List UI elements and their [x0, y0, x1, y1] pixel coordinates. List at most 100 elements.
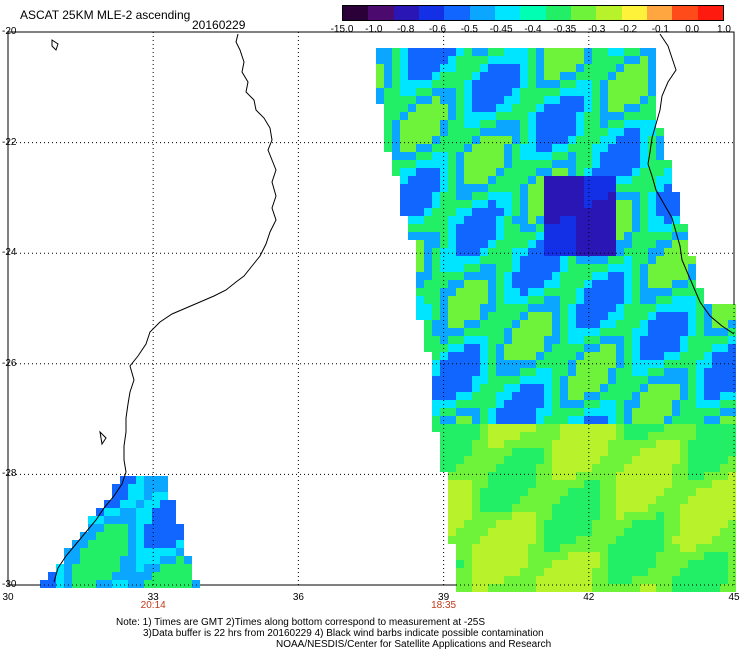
swath-cell — [544, 56, 552, 64]
swath-cell — [632, 128, 640, 136]
swath-cell — [552, 288, 560, 296]
swath-cell — [464, 176, 472, 184]
swath-cell — [592, 584, 600, 592]
swath-cell — [456, 440, 464, 448]
swath-cell — [576, 384, 584, 392]
swath-cell — [536, 176, 544, 184]
swath-cell — [480, 80, 488, 88]
swath-cell — [144, 564, 152, 572]
swath-cell — [712, 488, 720, 496]
swath-cell — [528, 280, 536, 288]
swath-cell — [528, 512, 536, 520]
swath-cell — [672, 584, 680, 592]
swath-cell — [408, 200, 416, 208]
swath-cell — [144, 476, 152, 484]
swath-cell — [592, 576, 600, 584]
swath-cell — [600, 400, 608, 408]
mozambique-coastline — [53, 33, 277, 583]
swath-cell — [488, 464, 496, 472]
swath-cell — [560, 200, 568, 208]
colorbar-tick-label: -0.1 — [651, 24, 669, 35]
swath-cell — [456, 448, 464, 456]
swath-cell — [632, 160, 640, 168]
swath-cell — [528, 56, 536, 64]
swath-cell — [464, 520, 472, 528]
swath-cell — [720, 376, 728, 384]
swath-cell — [600, 440, 608, 448]
swath-cell — [720, 576, 728, 584]
swath-cell — [600, 136, 608, 144]
swath-cell — [648, 48, 656, 56]
swath-cell — [576, 392, 584, 400]
swath-cell — [592, 64, 600, 72]
swath-cell — [464, 320, 472, 328]
swath-cell — [584, 568, 592, 576]
swath-cell — [608, 112, 616, 120]
swath-cell — [512, 64, 520, 72]
swath-cell — [504, 208, 512, 216]
swath-cell — [696, 544, 704, 552]
swath-cell — [584, 64, 592, 72]
swath-cell — [512, 544, 520, 552]
swath-cell — [504, 248, 512, 256]
swath-cell — [168, 540, 176, 548]
swath-cell — [624, 200, 632, 208]
swath-cell — [632, 536, 640, 544]
swath-cell — [544, 392, 552, 400]
swath-cell — [640, 504, 648, 512]
swath-cell — [120, 492, 128, 500]
swath-cell — [624, 120, 632, 128]
swath-cell — [512, 432, 520, 440]
swath-cell — [640, 248, 648, 256]
swath-cell — [504, 112, 512, 120]
swath-cell — [512, 552, 520, 560]
swath-cell — [472, 192, 480, 200]
swath-cell — [568, 304, 576, 312]
swath-cell — [456, 56, 464, 64]
swath-cell — [144, 524, 152, 532]
swath-cell — [648, 192, 656, 200]
swath-cell — [400, 168, 408, 176]
swath-cell — [680, 312, 688, 320]
swath-cell — [552, 272, 560, 280]
swath-cell — [544, 368, 552, 376]
swath-cell — [664, 160, 672, 168]
swath-cell — [448, 336, 456, 344]
swath-cell — [528, 176, 536, 184]
swath-cell — [424, 160, 432, 168]
swath-cell — [608, 200, 616, 208]
swath-cell — [584, 528, 592, 536]
swath-cell — [664, 560, 672, 568]
swath-cell — [512, 424, 520, 432]
swath-cell — [712, 392, 720, 400]
swath-cell — [560, 96, 568, 104]
swath-cell — [632, 544, 640, 552]
swath-cell — [608, 216, 616, 224]
swath-cell — [568, 488, 576, 496]
swath-cell — [168, 572, 176, 580]
swath-cell — [104, 548, 112, 556]
swath-cell — [456, 80, 464, 88]
swath-cell — [384, 56, 392, 64]
swath-cell — [576, 568, 584, 576]
swath-cell — [504, 336, 512, 344]
swath-cell — [488, 296, 496, 304]
swath-cell — [672, 272, 680, 280]
swath-cell — [112, 532, 120, 540]
swath-cell — [592, 192, 600, 200]
swath-cell — [552, 536, 560, 544]
swath-cell — [488, 504, 496, 512]
swath-cell — [600, 216, 608, 224]
swath-cell — [616, 296, 624, 304]
swath-cell — [656, 256, 664, 264]
swath-cell — [616, 512, 624, 520]
island-outline — [99, 430, 107, 446]
swath-cell — [536, 496, 544, 504]
swath-cell — [552, 128, 560, 136]
swath-cell — [504, 416, 512, 424]
swath-cell — [464, 136, 472, 144]
swath-cell — [520, 472, 528, 480]
swath-cell — [608, 176, 616, 184]
swath-cell — [472, 64, 480, 72]
swath-cell — [456, 528, 464, 536]
